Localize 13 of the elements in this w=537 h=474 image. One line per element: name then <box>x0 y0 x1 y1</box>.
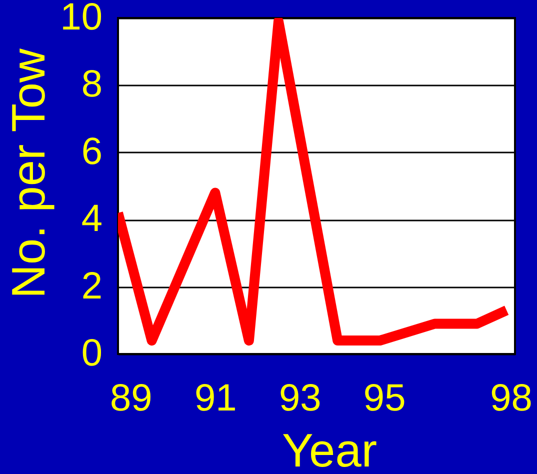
x-tick-label: 89 <box>110 378 152 420</box>
y-tick-label: 0 <box>81 332 102 374</box>
y-tick-label: 4 <box>81 198 102 240</box>
y-tick-label: 2 <box>81 265 102 308</box>
y-tick-label: 8 <box>81 64 102 106</box>
x-axis-title: Year <box>282 424 377 474</box>
x-tick-label: 95 <box>363 378 406 420</box>
x-tick-label: 91 <box>194 378 237 420</box>
y-tick-label: 10 <box>60 0 102 38</box>
x-tick-label: 98 <box>490 378 532 420</box>
y-tick-label: 6 <box>81 130 102 173</box>
x-tick-label: 93 <box>278 378 322 420</box>
y-axis-title: No. per Tow <box>2 47 54 298</box>
